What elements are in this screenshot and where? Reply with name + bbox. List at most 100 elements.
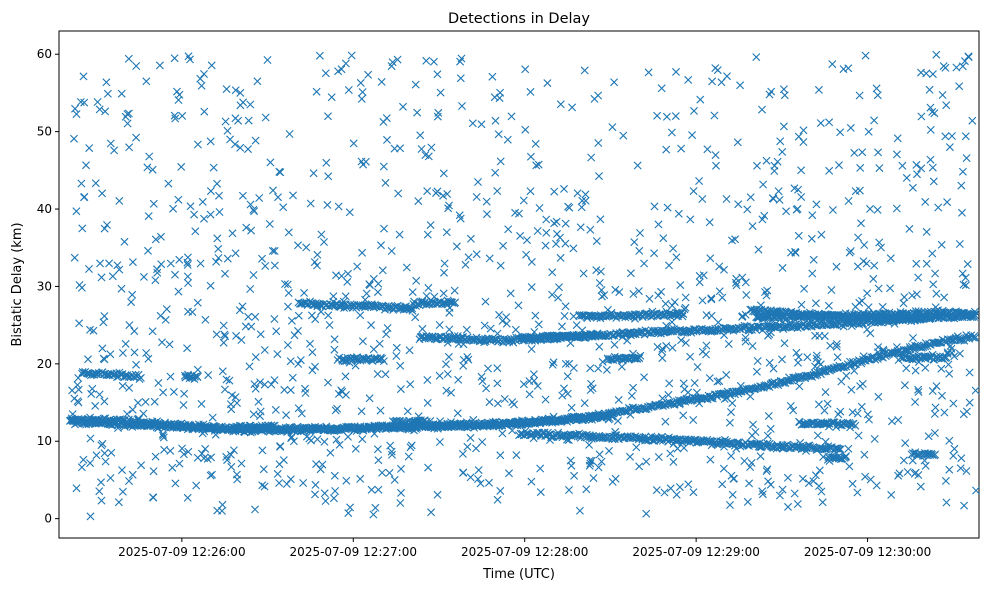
data-point bbox=[125, 143, 134, 152]
data-point bbox=[422, 56, 431, 65]
data-point bbox=[170, 419, 179, 428]
data-point bbox=[772, 309, 781, 318]
data-point bbox=[502, 313, 511, 322]
data-point bbox=[390, 144, 399, 153]
data-point bbox=[527, 345, 536, 353]
data-point bbox=[758, 490, 767, 499]
data-point bbox=[251, 136, 260, 145]
data-point bbox=[377, 241, 385, 250]
data-point bbox=[698, 296, 707, 305]
data-point bbox=[770, 167, 779, 175]
data-point bbox=[854, 233, 863, 242]
data-point bbox=[75, 319, 84, 328]
data-point bbox=[672, 253, 681, 262]
data-point bbox=[923, 449, 932, 458]
x-axis-ticks: 2025-07-09 12:26:00 2025-07-09 12:27:00 20… bbox=[118, 538, 931, 559]
data-point bbox=[797, 193, 806, 201]
data-point bbox=[151, 235, 160, 244]
data-point bbox=[427, 508, 436, 517]
data-point bbox=[169, 204, 178, 213]
data-point bbox=[493, 329, 502, 338]
y-tick-label: 10 bbox=[37, 434, 52, 448]
data-point bbox=[258, 446, 267, 455]
data-point bbox=[929, 177, 938, 186]
data-point bbox=[914, 358, 923, 367]
data-point bbox=[378, 468, 387, 477]
data-point bbox=[658, 394, 667, 403]
data-point bbox=[797, 166, 806, 175]
x-tick-label: 2025-07-09 12:29:00 bbox=[632, 545, 759, 559]
data-point bbox=[209, 163, 218, 172]
data-point bbox=[444, 352, 453, 361]
data-point bbox=[912, 160, 921, 169]
data-point bbox=[244, 312, 253, 321]
data-point bbox=[715, 287, 724, 296]
data-point bbox=[560, 184, 568, 193]
data-point bbox=[664, 390, 673, 399]
data-point bbox=[442, 360, 450, 369]
data-point bbox=[754, 313, 763, 322]
data-point bbox=[341, 372, 350, 381]
data-point bbox=[955, 82, 964, 91]
data-point bbox=[519, 196, 528, 205]
data-point bbox=[648, 307, 657, 316]
data-point bbox=[722, 195, 731, 203]
data-point bbox=[454, 375, 463, 384]
data-point bbox=[712, 439, 721, 448]
data-point bbox=[654, 291, 663, 300]
data-point bbox=[170, 111, 179, 120]
data-point bbox=[844, 197, 853, 205]
data-point bbox=[900, 293, 909, 302]
data-point bbox=[480, 321, 489, 330]
data-point bbox=[374, 485, 383, 494]
data-point bbox=[940, 408, 949, 417]
data-point bbox=[458, 102, 466, 110]
data-point bbox=[581, 190, 590, 199]
data-point bbox=[874, 343, 883, 352]
data-point bbox=[952, 63, 961, 72]
data-point bbox=[447, 388, 456, 397]
data-point bbox=[756, 301, 765, 310]
data-point bbox=[162, 305, 171, 314]
data-point bbox=[465, 422, 474, 431]
data-point bbox=[426, 221, 435, 230]
data-point bbox=[488, 72, 497, 81]
data-point bbox=[825, 166, 834, 175]
data-point bbox=[611, 474, 620, 483]
data-point bbox=[221, 269, 229, 278]
data-point bbox=[735, 387, 743, 396]
data-point bbox=[622, 330, 631, 339]
data-point bbox=[857, 219, 865, 228]
data-point bbox=[287, 316, 296, 325]
data-point bbox=[758, 105, 766, 114]
data-point bbox=[250, 380, 259, 389]
data-point bbox=[284, 302, 292, 311]
data-point bbox=[766, 328, 775, 337]
data-point bbox=[921, 352, 930, 361]
data-point bbox=[679, 411, 688, 420]
data-point bbox=[569, 364, 578, 372]
data-point bbox=[381, 178, 390, 187]
data-point bbox=[231, 249, 240, 258]
data-point bbox=[679, 310, 688, 319]
data-point bbox=[724, 340, 733, 348]
data-point bbox=[173, 87, 181, 96]
data-point bbox=[399, 305, 408, 314]
data-point bbox=[875, 352, 884, 361]
data-point bbox=[331, 487, 340, 495]
data-point bbox=[102, 78, 111, 87]
data-point bbox=[600, 291, 609, 300]
data-point bbox=[634, 287, 643, 296]
data-point bbox=[578, 326, 587, 335]
data-point bbox=[318, 460, 327, 469]
data-point bbox=[862, 259, 871, 268]
data-point bbox=[546, 436, 554, 444]
data-point bbox=[608, 412, 617, 421]
data-point bbox=[712, 326, 721, 335]
data-point bbox=[933, 306, 942, 315]
data-point bbox=[869, 274, 878, 283]
data-point bbox=[316, 465, 325, 474]
data-point bbox=[707, 394, 715, 403]
data-point bbox=[548, 290, 557, 299]
data-point bbox=[707, 441, 716, 450]
